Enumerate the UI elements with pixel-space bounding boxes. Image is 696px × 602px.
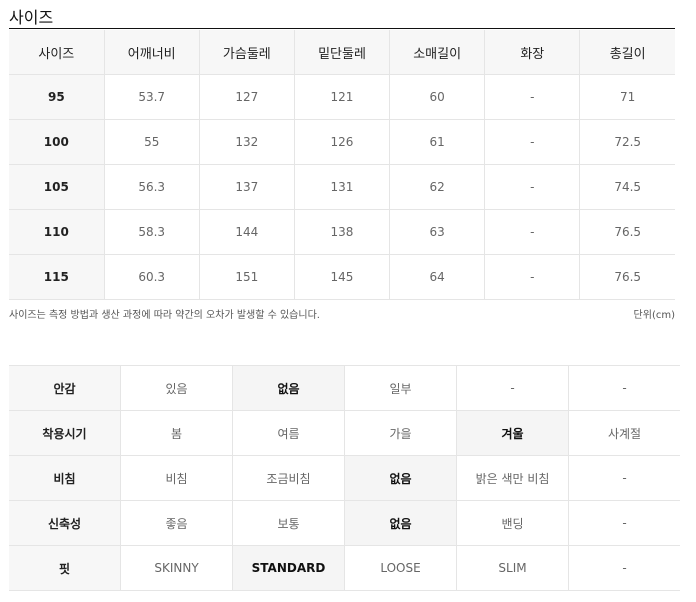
size-section-title: 사이즈	[9, 8, 54, 27]
attribute-option: -	[568, 365, 680, 411]
attribute-row: 신축성 좋음 보통 없음 밴딩 -	[9, 500, 680, 546]
attribute-label: 비침	[9, 455, 121, 501]
size-value-cell: 62	[389, 164, 486, 210]
size-value-cell: 55	[103, 119, 200, 165]
attribute-option: SKINNY	[120, 545, 233, 591]
size-label-cell: 110	[9, 209, 105, 255]
size-value-cell: 61	[389, 119, 486, 165]
attribute-option: 가을	[344, 410, 457, 456]
size-value-cell: -	[484, 164, 581, 210]
attribute-option: 있음	[120, 365, 233, 411]
size-row: 115 60.3 151 145 64-76.5	[9, 254, 675, 300]
attribute-option: -	[568, 545, 680, 591]
size-value-cell: 132	[198, 119, 295, 165]
size-value-cell: 74.5	[579, 164, 675, 210]
title-divider	[9, 28, 675, 29]
attribute-option: LOOSE	[344, 545, 457, 591]
size-header-cell: 화장	[484, 30, 581, 75]
attribute-option: -	[568, 500, 680, 546]
size-value-cell: 151	[198, 254, 295, 300]
size-value-cell: 60	[389, 74, 486, 120]
size-value-cell: -	[484, 119, 581, 165]
size-value-cell: 126	[293, 119, 391, 165]
attribute-option: 여름	[232, 410, 345, 456]
attribute-option-selected: 없음	[232, 365, 345, 411]
size-value-cell: 144	[198, 209, 295, 255]
attribute-option-selected: 없음	[344, 500, 457, 546]
size-value-cell: 138	[293, 209, 391, 255]
attribute-row: 착용시기 봄 여름 가을 겨울 사계절	[9, 410, 680, 456]
size-header-cell: 총길이	[579, 30, 675, 75]
size-header-cell: 가슴둘레	[198, 30, 295, 75]
unit-label: 단위(cm)	[633, 310, 675, 321]
size-row: 100 55 132 126 61-72.5	[9, 119, 675, 165]
size-value-cell: 121	[293, 74, 391, 120]
size-row: 110 58.3 144 138 63-76.5	[9, 209, 675, 255]
attribute-option: 보통	[232, 500, 345, 546]
attribute-option: SLIM	[456, 545, 569, 591]
size-value-cell: -	[484, 74, 581, 120]
size-value-cell: 64	[389, 254, 486, 300]
size-value-cell: 137	[198, 164, 295, 210]
attribute-label: 핏	[9, 545, 121, 591]
size-label-cell: 95	[9, 74, 105, 120]
size-table: 사이즈 어깨너비 가슴둘레 밑단둘레 소매길이 화장 총길이 95 53.7 127 121 60-7…	[9, 30, 675, 300]
size-value-cell: 53.7	[103, 74, 200, 120]
attribute-option-selected: 겨울	[456, 410, 569, 456]
size-header-cell: 어깨너비	[103, 30, 200, 75]
size-header-cell: 사이즈	[9, 30, 105, 75]
attribute-option: -	[568, 455, 680, 501]
attribute-option: 비침	[120, 455, 233, 501]
size-value-cell: 145	[293, 254, 391, 300]
size-row: 105 56.3 137 131 62-74.5	[9, 164, 675, 210]
attribute-option: 좋음	[120, 500, 233, 546]
size-row: 95 53.7 127 121 60-71	[9, 74, 675, 120]
size-label-cell: 115	[9, 254, 105, 300]
size-label-cell: 105	[9, 164, 105, 210]
attribute-table: 안감 있음 없음 일부 - - 착용시기 봄 여름 가을 겨울 사계절 비침 비침 조금비침 없음 밝은 색만 …	[9, 365, 680, 591]
attribute-option-selected: STANDARD	[232, 545, 345, 591]
size-value-cell: 71	[579, 74, 675, 120]
size-value-cell: 60.3	[103, 254, 200, 300]
attribute-option: 밴딩	[456, 500, 569, 546]
attribute-label: 신축성	[9, 500, 121, 546]
size-value-cell: -	[484, 254, 581, 300]
size-value-cell: 127	[198, 74, 295, 120]
attribute-row: 핏 SKINNY STANDARD LOOSE SLIM -	[9, 545, 680, 591]
size-header-cell: 소매길이	[389, 30, 486, 75]
attribute-option: 밝은 색만 비침	[456, 455, 569, 501]
size-note: 사이즈는 측정 방법과 생산 과정에 따라 약간의 오차가 발생할 수 있습니다…	[9, 310, 320, 321]
attribute-row: 안감 있음 없음 일부 - -	[9, 365, 680, 411]
size-header-row: 사이즈 어깨너비 가슴둘레 밑단둘레 소매길이 화장 총길이	[9, 30, 675, 75]
size-value-cell: 76.5	[579, 254, 675, 300]
size-value-cell: 72.5	[579, 119, 675, 165]
attribute-option-selected: 없음	[344, 455, 457, 501]
attribute-label: 착용시기	[9, 410, 121, 456]
size-value-cell: 76.5	[579, 209, 675, 255]
attribute-label: 안감	[9, 365, 121, 411]
attribute-option: -	[456, 365, 569, 411]
size-value-cell: 58.3	[103, 209, 200, 255]
attribute-row: 비침 비침 조금비침 없음 밝은 색만 비침 -	[9, 455, 680, 501]
size-value-cell: -	[484, 209, 581, 255]
size-value-cell: 56.3	[103, 164, 200, 210]
attribute-option: 봄	[120, 410, 233, 456]
size-value-cell: 131	[293, 164, 391, 210]
attribute-option: 조금비침	[232, 455, 345, 501]
size-value-cell: 63	[389, 209, 486, 255]
attribute-option: 사계절	[568, 410, 680, 456]
attribute-option: 일부	[344, 365, 457, 411]
size-header-cell: 밑단둘레	[293, 30, 391, 75]
size-label-cell: 100	[9, 119, 105, 165]
